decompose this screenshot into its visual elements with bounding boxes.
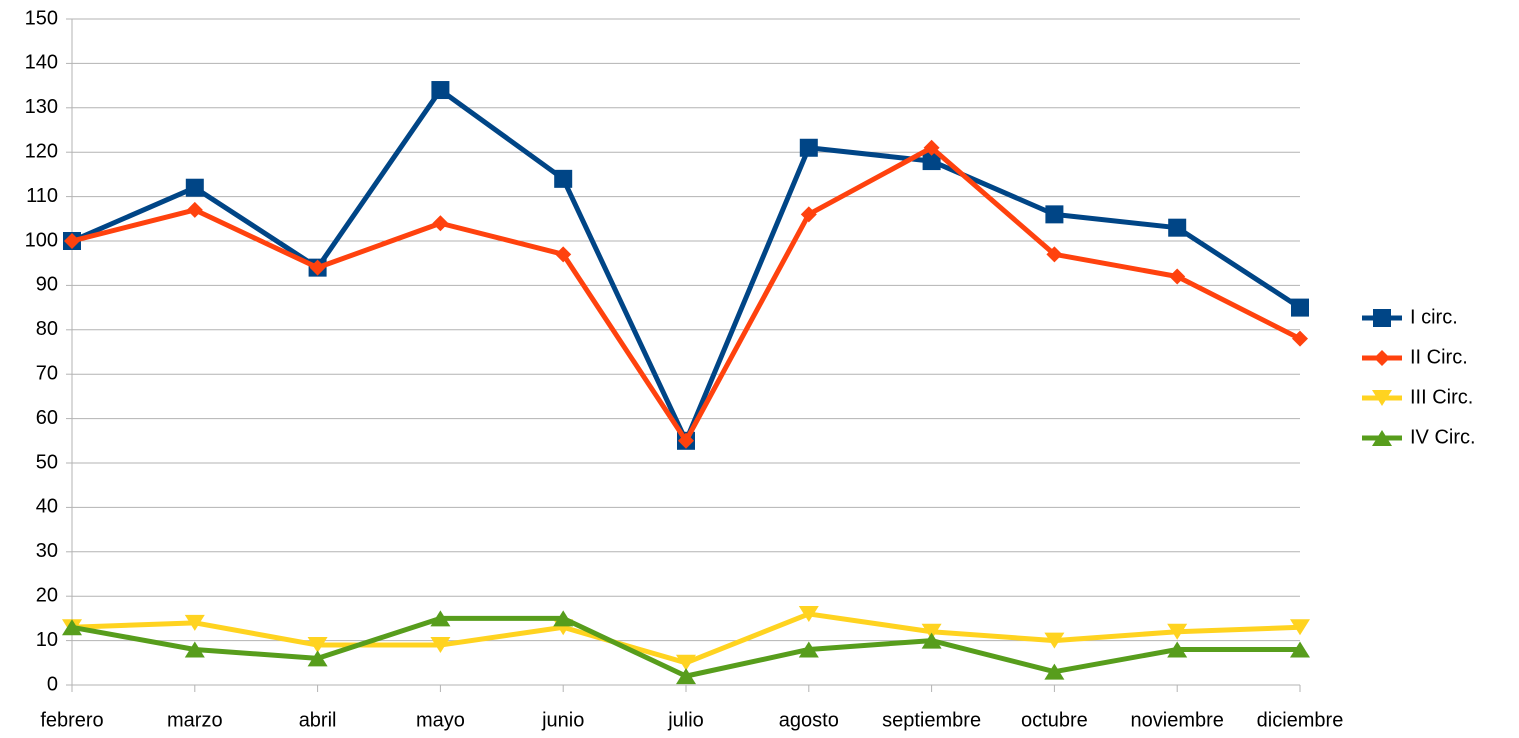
y-tick-label: 70 bbox=[36, 362, 58, 384]
data-point bbox=[1044, 663, 1065, 680]
legend-marker bbox=[1374, 350, 1390, 366]
data-point bbox=[1044, 632, 1065, 649]
data-point bbox=[799, 138, 818, 157]
data-point bbox=[184, 614, 205, 631]
x-tick-label: noviembre bbox=[1131, 709, 1224, 731]
y-tick-label: 10 bbox=[36, 629, 58, 651]
data-point bbox=[184, 641, 205, 658]
x-tick-label: julio bbox=[667, 709, 704, 731]
data-point bbox=[1290, 619, 1310, 636]
y-tick-label: 30 bbox=[36, 540, 58, 562]
series-line bbox=[71, 145, 1302, 444]
x-tick-label: abril bbox=[299, 709, 337, 731]
data-point bbox=[64, 233, 80, 249]
x-tick-label: octubre bbox=[1021, 709, 1088, 731]
data-point bbox=[1169, 268, 1186, 285]
data-point bbox=[309, 259, 326, 276]
data-point bbox=[307, 650, 328, 667]
legend-marker bbox=[1372, 390, 1392, 406]
data-point bbox=[1167, 641, 1188, 658]
legend-marker bbox=[1372, 430, 1392, 446]
y-tick-label: 130 bbox=[25, 96, 58, 118]
y-tick-label: 120 bbox=[25, 140, 58, 162]
data-point bbox=[432, 215, 449, 232]
data-point bbox=[1167, 623, 1188, 640]
y-tick-label: 150 bbox=[25, 7, 58, 29]
data-point bbox=[1168, 218, 1187, 237]
y-tick-label: 60 bbox=[36, 407, 58, 429]
legend-label: II Circ. bbox=[1410, 346, 1468, 368]
legend-label: III Circ. bbox=[1410, 386, 1473, 408]
data-point bbox=[431, 81, 450, 100]
x-tick-label: diciembre bbox=[1257, 709, 1344, 731]
data-point bbox=[676, 654, 696, 671]
data-point bbox=[1046, 246, 1063, 263]
x-tick-label: mayo bbox=[416, 709, 465, 731]
data-point bbox=[554, 169, 573, 188]
data-point bbox=[676, 668, 696, 685]
y-tick-label: 90 bbox=[36, 274, 58, 296]
data-point bbox=[1290, 641, 1310, 658]
legend-label: IV Circ. bbox=[1410, 426, 1476, 448]
y-tick-label: 20 bbox=[36, 584, 58, 606]
data-point bbox=[1292, 330, 1308, 347]
x-tick-label: agosto bbox=[779, 709, 839, 731]
data-point bbox=[798, 605, 819, 622]
y-tick-label: 80 bbox=[36, 318, 58, 340]
data-point bbox=[921, 623, 942, 640]
x-tick-label: febrero bbox=[40, 709, 103, 731]
data-point bbox=[555, 246, 572, 263]
data-point bbox=[185, 178, 204, 197]
data-point bbox=[186, 201, 203, 218]
data-point bbox=[922, 152, 941, 171]
y-tick-label: 0 bbox=[47, 673, 58, 695]
y-tick-label: 110 bbox=[26, 185, 58, 207]
y-tick-label: 140 bbox=[25, 52, 58, 74]
legend-marker bbox=[1373, 309, 1391, 327]
data-point bbox=[800, 206, 817, 223]
y-tick-label: 50 bbox=[36, 451, 58, 473]
y-tick-label: 40 bbox=[36, 496, 58, 518]
data-point bbox=[921, 632, 942, 649]
data-point bbox=[923, 139, 940, 156]
x-tick-label: septiembre bbox=[882, 709, 981, 731]
data-point bbox=[798, 641, 819, 658]
legend-label: I circ. bbox=[1410, 306, 1458, 328]
data-point bbox=[678, 432, 694, 449]
data-point bbox=[430, 610, 451, 627]
data-point bbox=[553, 610, 574, 627]
data-point bbox=[1045, 205, 1064, 224]
data-point bbox=[307, 637, 328, 654]
data-point bbox=[430, 637, 451, 654]
data-point bbox=[62, 619, 82, 636]
x-tick-label: marzo bbox=[167, 709, 223, 731]
data-point bbox=[1291, 298, 1309, 317]
x-tick-label: junio bbox=[541, 709, 584, 731]
y-tick-label: 100 bbox=[25, 229, 58, 251]
